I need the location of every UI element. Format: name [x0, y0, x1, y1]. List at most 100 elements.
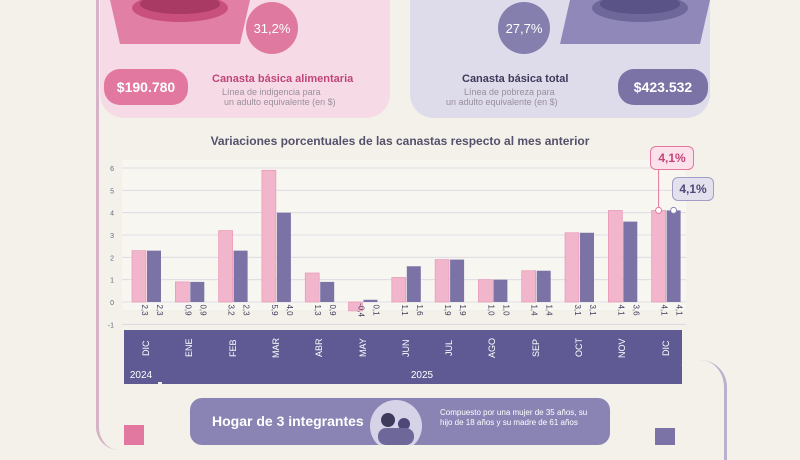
data-label-alimentaria: 1,1	[400, 304, 409, 316]
y-tick-label: 5	[110, 188, 114, 195]
price-alimentaria: $190.780	[104, 69, 188, 105]
card-total: 27,7% $423.532 Canasta básica total Líne…	[410, 0, 710, 118]
y-tick-label: 2	[110, 255, 114, 262]
data-label-alimentaria: 4,1	[616, 304, 625, 316]
callout-alimentaria: 4,1%	[650, 146, 694, 170]
data-label-alimentaria: 0,9	[183, 304, 192, 316]
y-tick-label: 1	[110, 278, 114, 285]
data-label-total: 0,1	[372, 304, 381, 316]
bar-total	[406, 266, 421, 302]
decor-stub-left	[124, 425, 144, 445]
title-total: Canasta básica total	[462, 73, 569, 85]
basket-pink-illustration	[110, 0, 250, 44]
bar-alimentaria	[175, 281, 190, 303]
x-tick-label: MAR	[270, 338, 281, 358]
hogar-card: Hogar de 3 integrantes Compuesto por una…	[190, 398, 610, 445]
data-label-alimentaria: 1,4	[530, 304, 539, 316]
y-tick-label: 3	[110, 233, 114, 240]
data-label-total: 4,0	[285, 304, 294, 316]
pct-badge-total: 27,7%	[498, 2, 550, 54]
bar-alimentaria	[348, 301, 363, 312]
data-label-alimentaria: 1,3	[313, 304, 322, 316]
sub1-total: Línea de pobreza para	[464, 87, 555, 97]
title-alimentaria: Canasta básica alimentaria	[212, 73, 354, 85]
sub1-alimentaria: Línea de indigencia para	[222, 87, 321, 97]
bar-total	[580, 232, 594, 302]
bar-chart: 6 5 4 3 2 1 0 -1 2,3 2,3 0,9 0,9 3,2 2,3 5,9 4,0 1,3 0,9 -…	[108, 160, 686, 329]
y-tick-label: 0	[110, 300, 114, 307]
y-tick-label: 6	[110, 166, 114, 173]
data-label-total: 1,6	[415, 304, 424, 316]
callout-dot-total	[670, 206, 678, 214]
chart-title: Variaciones porcentuales de las canastas…	[210, 134, 590, 148]
y-tick-label: -1	[108, 322, 114, 329]
bar-total	[623, 221, 638, 302]
bar-total	[190, 281, 205, 302]
bar-alimentaria	[651, 210, 666, 303]
x-tick-label: DIC	[141, 340, 151, 356]
bar-total	[233, 250, 248, 302]
x-tick-label: FEB	[227, 339, 238, 357]
data-label-alimentaria: 1,0	[486, 304, 495, 316]
data-label-alimentaria: 1,9	[443, 304, 452, 316]
callout-dot-alimentaria	[655, 206, 663, 214]
year-2025: 2025	[162, 366, 682, 384]
bar-total	[147, 250, 161, 302]
data-label-total: 1,0	[501, 304, 510, 316]
bar-alimentaria	[218, 230, 233, 303]
data-label-total: 4,1	[675, 304, 684, 316]
bar-alimentaria	[521, 270, 537, 303]
card-alimentaria: 31,2% $190.780 Canasta básica alimentari…	[100, 0, 390, 118]
bar-total	[363, 299, 378, 302]
frame-right-decoration	[700, 360, 727, 460]
data-label-alimentaria: 5,9	[270, 304, 279, 316]
hogar-description: Compuesto por una mujer de 35 años, su h…	[440, 408, 588, 427]
bar-alimentaria	[607, 210, 623, 303]
x-tick-label: OCT	[574, 338, 584, 358]
x-tick-label: AGO	[487, 338, 498, 359]
data-label-total: 1,9	[458, 304, 467, 316]
data-label-total: 3,1	[588, 304, 597, 316]
basket-purple-illustration	[560, 0, 710, 44]
bar-total	[536, 270, 551, 302]
bar-alimentaria	[478, 279, 493, 303]
x-tick-label: NOV	[617, 338, 628, 358]
data-label-alimentaria: -0,4	[357, 303, 366, 317]
data-label-total: 2,3	[242, 304, 251, 316]
sub2-alimentaria: un adulto equivalente (en $)	[224, 97, 336, 107]
bar-total	[493, 279, 508, 302]
x-tick-label: MAY	[357, 338, 368, 358]
bar-alimentaria	[391, 277, 407, 303]
data-label-alimentaria: 4,1	[660, 304, 669, 316]
hogar-title: Hogar de 3 integrantes	[212, 413, 364, 429]
data-label-alimentaria: 3,1	[573, 304, 582, 316]
x-tick-label: ENE	[184, 338, 195, 358]
x-tick-label: SEP	[530, 339, 541, 358]
bar-total	[276, 212, 291, 302]
data-label-total: 0,9	[328, 304, 337, 316]
data-label-total: 0,9	[198, 304, 207, 316]
x-tick-label: ABR	[314, 338, 325, 358]
data-label-total: 3,6	[631, 304, 640, 316]
pct-badge-alimentaria: 31,2%	[246, 2, 298, 54]
bar-total	[666, 210, 681, 302]
x-tick-label: JUL	[444, 340, 455, 357]
frame-left-decoration	[96, 0, 119, 450]
decor-stub-right	[655, 428, 675, 445]
sub2-total: un adulto equivalente (en $)	[446, 97, 558, 107]
bar-total	[320, 281, 335, 302]
family-illustration	[370, 400, 422, 445]
bar-total	[450, 259, 465, 302]
data-label-total: 1,4	[545, 304, 554, 316]
x-tick-label: DIC	[660, 340, 671, 356]
callout-total: 4,1%	[672, 177, 714, 201]
bar-alimentaria	[564, 232, 580, 303]
data-label-total: 2,3	[155, 304, 164, 316]
bar-alimentaria	[434, 259, 450, 303]
data-label-alimentaria: 2,3	[140, 304, 149, 316]
price-total: $423.532	[618, 69, 708, 105]
data-label-alimentaria: 3,2	[227, 304, 236, 316]
bar-alimentaria	[131, 250, 147, 303]
bar-alimentaria	[304, 272, 320, 303]
y-tick-label: 4	[110, 211, 114, 218]
